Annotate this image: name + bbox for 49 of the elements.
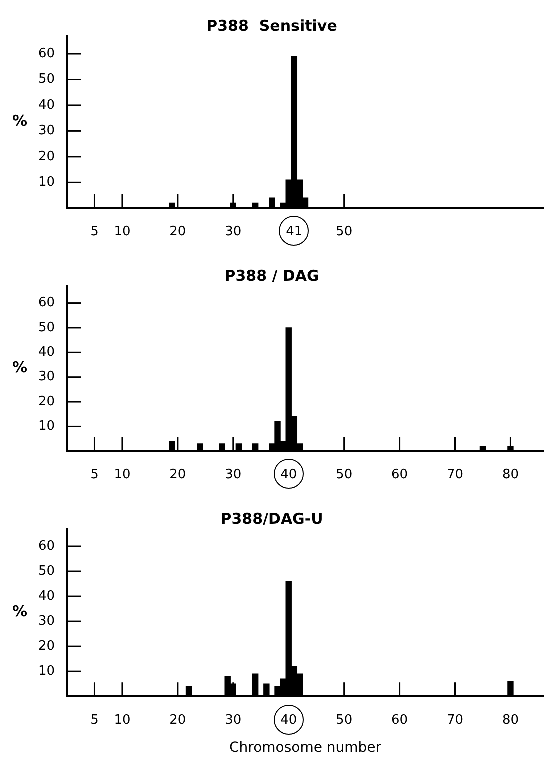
y-tick-label: 20 (38, 149, 55, 164)
y-tick-label: 50 (38, 320, 55, 336)
x-tick-label: 5 (90, 224, 99, 240)
x-tick-label: 30 (225, 224, 242, 240)
y-tick-label: 30 (38, 124, 55, 139)
x-tick-label: 20 (170, 712, 186, 728)
x-tick-label: 80 (502, 712, 519, 728)
y-tick-label: 40 (38, 345, 55, 360)
y-tick-label: 20 (38, 638, 55, 654)
y-axis-title: % (12, 112, 28, 130)
y-tick-label: 10 (38, 419, 55, 434)
x-tick-label: 50 (336, 224, 353, 240)
x-tick-label: 70 (446, 468, 464, 483)
y-axis-title: % (12, 602, 28, 621)
x-tick-label: 50 (336, 712, 353, 728)
x-axis-title: Chromosome number (229, 740, 382, 756)
x-tick-label: 80 (502, 468, 519, 483)
y-tick-label: 20 (38, 394, 55, 410)
x-tick-label: 41 (286, 224, 303, 240)
y-tick-label: 40 (38, 588, 55, 604)
chart-title: P388 Sensitive (206, 16, 338, 35)
x-tick-label: 10 (114, 468, 131, 483)
y-tick-label: 50 (38, 564, 55, 579)
x-tick-label: 60 (392, 712, 408, 728)
x-tick-label: 30 (225, 712, 242, 728)
x-tick-label: 60 (392, 468, 408, 483)
x-tick-label: 5 (90, 468, 99, 483)
x-tick-label: 70 (446, 712, 464, 728)
x-tick-label: 10 (114, 224, 131, 240)
x-tick-label: 40 (280, 712, 298, 728)
x-tick-label: 20 (170, 224, 186, 240)
y-tick-label: 10 (38, 664, 55, 679)
x-tick-label: 20 (170, 468, 186, 483)
y-tick-label: 40 (38, 98, 55, 113)
chart-title: P388/DAG-U (220, 510, 324, 528)
y-axis-title: % (12, 358, 28, 377)
x-tick-label: 30 (225, 468, 242, 483)
y-tick-label: 10 (38, 175, 55, 190)
y-tick-label: 30 (38, 614, 55, 629)
y-tick-label: 30 (38, 370, 55, 385)
x-tick-label: 10 (114, 712, 131, 728)
y-tick-label: 60 (38, 296, 55, 311)
y-tick-label: 60 (38, 538, 55, 554)
chart-title: P388 / DAG (224, 266, 320, 285)
x-tick-label: 5 (90, 712, 99, 728)
x-tick-label: 40 (280, 468, 298, 483)
y-tick-label: 50 (38, 72, 55, 88)
y-tick-label: 60 (38, 46, 55, 62)
x-tick-label: 50 (336, 468, 353, 483)
